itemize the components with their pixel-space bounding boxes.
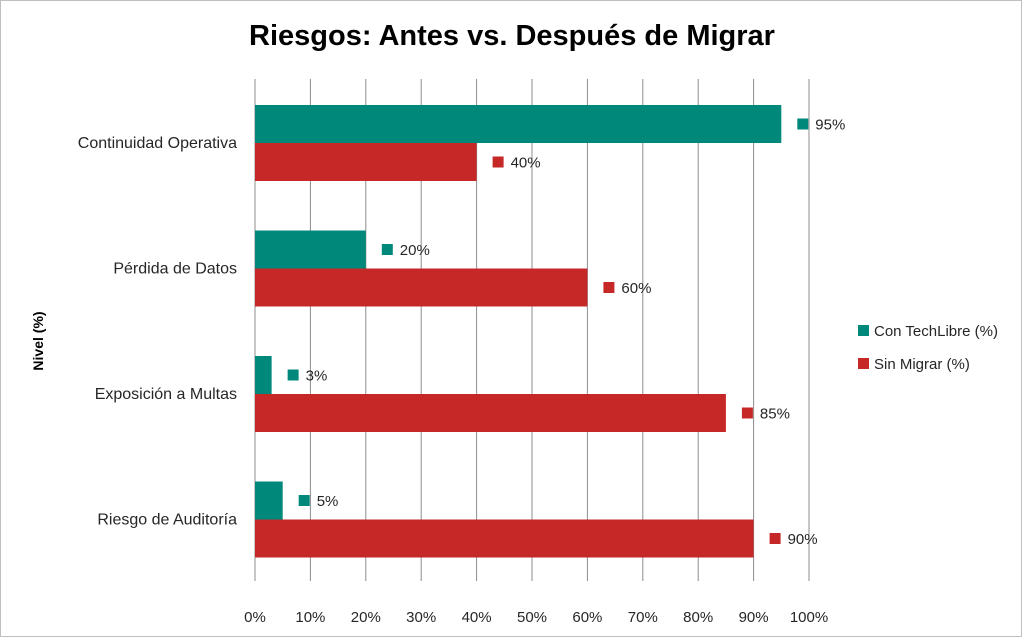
chart-title: Riesgos: Antes vs. Después de Migrar bbox=[249, 20, 775, 52]
labels: 0% 10% 20% 30% 40% 50% 60% 70% 80% 90% 100% Continu… bbox=[78, 117, 846, 627]
data-label-marker bbox=[797, 118, 809, 130]
category-label: Riesgo de Auditoría bbox=[97, 512, 237, 529]
data-label: 20% bbox=[400, 242, 430, 259]
bar-sin-migrar bbox=[255, 519, 754, 558]
legend-swatch bbox=[858, 325, 869, 336]
bar-sin-migrar bbox=[255, 394, 726, 432]
category-label: Continuidad Operativa bbox=[78, 135, 237, 152]
data-label-marker bbox=[381, 244, 393, 255]
data-label: 40% bbox=[511, 155, 541, 172]
bar-sin-migrar bbox=[255, 268, 588, 307]
legend-label: Con TechLibre (%) bbox=[874, 323, 998, 340]
bar-con-techlibre bbox=[255, 230, 366, 269]
x-tick-label: 80% bbox=[683, 609, 713, 626]
data-label-marker bbox=[287, 369, 299, 381]
data-label: 85% bbox=[760, 406, 790, 423]
legend: Con TechLibre (%) Sin Migrar (%) bbox=[858, 323, 998, 373]
data-label: 60% bbox=[621, 280, 651, 297]
data-label: 5% bbox=[317, 493, 339, 510]
data-label-marker bbox=[603, 282, 615, 293]
x-tick-label: 60% bbox=[572, 609, 602, 626]
category-label: Pérdida de Datos bbox=[113, 261, 237, 278]
bar-con-techlibre bbox=[255, 356, 272, 394]
x-tick-label: 50% bbox=[517, 609, 547, 626]
legend-swatch bbox=[858, 358, 869, 369]
x-tick-label: 0% bbox=[244, 609, 266, 626]
data-label: 90% bbox=[788, 531, 818, 548]
data-label-marker bbox=[741, 407, 753, 419]
data-label-marker bbox=[492, 156, 504, 168]
x-tick-label: 70% bbox=[628, 609, 658, 626]
y-axis-title: Nivel (%) bbox=[30, 311, 46, 370]
x-tick-label: 100% bbox=[790, 609, 828, 626]
bars bbox=[255, 105, 782, 558]
x-tick-label: 30% bbox=[406, 609, 436, 626]
x-tick-label: 40% bbox=[462, 609, 492, 626]
x-tick-label: 90% bbox=[739, 609, 769, 626]
x-tick-label: 10% bbox=[295, 609, 325, 626]
data-label-marker bbox=[769, 533, 781, 544]
category-label: Exposición a Multas bbox=[95, 386, 237, 403]
bar-con-techlibre bbox=[255, 105, 782, 143]
bar-con-techlibre bbox=[255, 481, 283, 520]
data-label: 3% bbox=[306, 368, 328, 385]
data-label-marker bbox=[298, 495, 310, 506]
data-label: 95% bbox=[815, 117, 845, 134]
bar-sin-migrar bbox=[255, 143, 477, 181]
legend-label: Sin Migrar (%) bbox=[874, 356, 970, 373]
x-tick-label: 20% bbox=[351, 609, 381, 626]
